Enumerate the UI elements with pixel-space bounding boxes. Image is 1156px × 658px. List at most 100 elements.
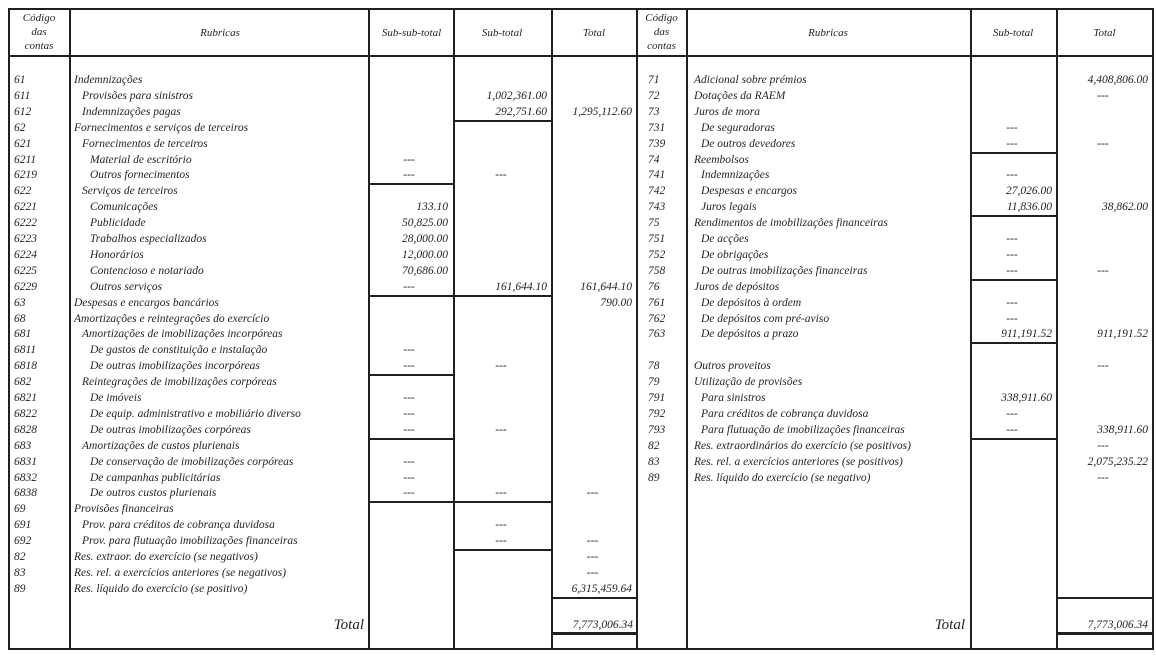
row-code: 741 [648,169,666,182]
row-code: 682 [14,376,32,389]
row-subtotal: 911,191.52 [1001,328,1052,341]
row-label: Comunicações [90,201,158,214]
row-code: 611 [14,89,31,102]
row-code: 78 [648,360,660,373]
row-code: 82 [648,439,660,452]
row-subtotal: 27,026.00 [1006,185,1052,198]
row-total: --- [586,566,599,579]
row-code: 792 [648,407,666,420]
row-subsubtotal: 12,000.00 [402,248,448,261]
row-subtotal: --- [1006,264,1018,277]
row-label: De acções [701,233,749,245]
row-code: 63 [14,296,26,309]
row-subtotal: --- [1006,233,1018,245]
row-label: Amortizações e reintegrações do exercíci… [74,312,270,325]
table-top-border [8,8,1154,10]
row-label: De depósitos à ordem [701,296,802,309]
row-label: De imóveis [90,392,142,404]
row-code: 82 [14,551,26,563]
row-code: 79 [648,376,660,389]
row-code: 752 [648,248,666,261]
row-subtotal: --- [495,423,507,436]
row-subsubtotal: --- [403,280,415,293]
row-label: Despesas e encargos bancários [74,296,219,309]
row-subsubtotal: --- [403,455,415,468]
row-total: --- [586,487,599,500]
header-code-line: das [653,26,670,38]
row-total: --- [586,551,599,563]
header-bottom-border [8,55,1154,57]
header-code-line: contas [24,40,54,52]
right-header-subtotal: Sub-total [992,27,1034,39]
row-total: --- [586,535,599,548]
subsubtotal-rule [368,437,455,440]
row-code: 6831 [14,455,37,468]
row-subtotal: --- [495,519,507,532]
row-label: Honorários [90,248,144,261]
row-subtotal: 1,002,361.00 [486,89,547,102]
row-label: Reintegrações de imobilizações corpóreas [82,376,277,389]
row-label: Prov. para flutuação imobilizações finan… [82,535,298,548]
left-header-total: Total [582,27,606,39]
row-subtotal: --- [495,360,507,373]
row-subtotal: --- [495,169,507,182]
row-label: De equip. administrativo e mobiliário di… [90,407,301,420]
row-total: --- [1097,471,1109,484]
row-label: Outros fornecimentos [90,169,190,182]
row-code: 6211 [14,153,37,166]
row-label: De outros custos plurienais [90,487,217,500]
row-subsubtotal: --- [403,392,415,404]
row-code: 6219 [14,169,37,182]
row-subtotal: 161,644.10 [495,280,547,293]
row-code: 6229 [14,280,37,293]
row-label: Contencioso e notariado [90,264,204,277]
row-label: De outras imobilizações corpóreas [90,423,251,436]
row-label: Publicidade [90,217,146,230]
column-divider [636,8,638,650]
row-code: 692 [14,535,32,548]
total-double-rule [1056,632,1154,635]
row-subtotal: 292,751.60 [495,105,547,118]
row-label: De outras imobilizações financeiras [701,264,868,277]
row-code: 89 [14,582,26,595]
subtotal-rule [453,501,553,504]
row-label: Fornecimentos e serviços de terceiros [74,121,249,134]
subtotal-rule [970,278,1058,281]
row-total: 6,315,459.64 [571,582,632,595]
left-total-value: 7,773,006.34 [572,619,633,631]
subtotal-rule [453,294,553,297]
column-divider [1056,8,1058,650]
row-label: Rendimentos de imobilizações financeiras [694,217,888,230]
left-header-subsubtotal: Sub-sub-total [381,27,442,39]
row-label: De outros devedores [701,137,796,150]
row-code: 6223 [14,233,37,245]
row-code: 621 [14,137,32,150]
row-total: --- [1097,439,1109,452]
row-label: Fornecimentos de terceiros [82,137,208,150]
row-code: 793 [648,423,666,436]
left-header-rubricas: Rubricas [200,27,240,39]
header-code-line: Código [22,12,56,24]
left-header-subtotal: Sub-total [481,27,523,39]
column-divider [686,8,688,650]
column-divider [368,8,370,650]
row-total: --- [1097,137,1109,150]
row-code: 731 [648,121,666,134]
row-label: Juros legais [701,201,757,214]
row-label: Prov. para créditos de cobrança duvidosa [82,519,275,532]
row-total: --- [1097,264,1109,277]
row-label: Res. líquido do exercício (se negativo) [694,471,871,484]
row-subtotal: --- [495,487,507,500]
row-code: 612 [14,105,32,118]
row-code: 73 [648,105,660,118]
row-code: 6221 [14,201,37,214]
row-code: 83 [14,566,26,579]
header-code-line: contas [647,40,676,52]
row-subtotal: --- [1006,169,1018,182]
row-label: Outros proveitos [694,360,771,373]
row-label: Para sinistros [701,392,766,404]
row-total: 161,644.10 [580,280,632,293]
row-subtotal: --- [1006,296,1018,309]
header-code-line: Código [645,12,678,24]
row-subsubtotal: 28,000.00 [402,233,448,245]
